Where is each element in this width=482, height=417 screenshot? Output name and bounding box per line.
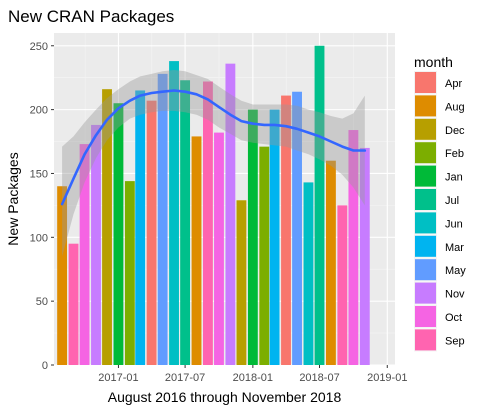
legend-label: Oct: [445, 312, 462, 324]
x-axis-label: August 2016 through November 2018: [108, 389, 342, 405]
legend-key-sep: [415, 329, 436, 351]
bar-dec: [102, 89, 112, 365]
y-tick-label: 250: [30, 41, 48, 53]
smooth-layer: [60, 70, 367, 257]
bar-apr: [281, 95, 291, 366]
legend: month Apr Aug Dec Feb Jan Jul Jun Mar May Nov Oct S…: [414, 54, 466, 352]
y-axis-label: New Packages: [5, 152, 21, 245]
bar-jan: [247, 109, 258, 365]
bar-feb: [124, 181, 135, 365]
legend-key-nov: [415, 282, 436, 304]
legend-key-dec: [415, 118, 436, 140]
bar-oct: [348, 130, 359, 365]
y-tick-label: 0: [42, 360, 48, 372]
legend-label: Sep: [445, 335, 465, 347]
bar-oct: [79, 144, 90, 365]
x-tick-label: 2018-07: [299, 372, 339, 384]
bar-jul: [180, 80, 191, 365]
chart-title: New CRAN Packages: [8, 7, 174, 26]
legend-key-jun: [415, 212, 436, 234]
bar-aug: [191, 136, 202, 365]
x-tick-label: 2017-01: [98, 372, 138, 384]
x-axis: 2017-01 2017-07 2018-01 2018-07 2019-01: [98, 365, 407, 384]
bar-sep: [203, 81, 213, 366]
legend-label: Dec: [445, 125, 465, 137]
bar-mar: [135, 90, 146, 365]
bar-feb: [259, 146, 270, 365]
legend-key-jan: [415, 165, 436, 187]
bar-oct: [214, 132, 224, 365]
legend-key-oct: [415, 306, 436, 327]
legend-label: Mar: [445, 242, 464, 254]
legend-label: May: [445, 265, 466, 277]
legend-key-may: [415, 259, 436, 281]
x-tick-label: 2019-01: [367, 372, 407, 384]
legend-key-jul: [415, 189, 436, 210]
y-tick-label: 50: [36, 296, 48, 308]
legend-key-feb: [415, 142, 436, 164]
bar-jul: [314, 45, 325, 366]
y-tick-label: 100: [30, 232, 48, 244]
bar-nov: [359, 147, 370, 365]
bar-jan: [113, 103, 124, 365]
legend-key-aug: [415, 95, 436, 117]
x-tick-label: 2017-07: [165, 372, 205, 384]
legend-label: Nov: [445, 289, 465, 301]
legend-label: Aug: [445, 101, 465, 113]
bar-mar: [269, 109, 280, 365]
bar-sep: [337, 205, 348, 365]
bar-apr: [146, 100, 157, 365]
bar-dec: [236, 200, 247, 365]
legend-label: Jun: [445, 218, 463, 230]
y-tick-label: 200: [30, 105, 48, 117]
smooth-line: [60, 89, 367, 206]
x-tick-label: 2018-01: [233, 372, 273, 384]
bar-series: [57, 45, 370, 366]
legend-items: Apr Aug Dec Feb Jan Jul Jun Mar May Nov Oct Sep: [414, 71, 466, 352]
bar-may: [157, 73, 168, 365]
legend-label: Jan: [445, 172, 463, 184]
legend-title: month: [414, 54, 453, 70]
legend-label: Feb: [445, 148, 464, 160]
y-tick-label: 150: [30, 168, 48, 180]
bar-jun: [303, 182, 314, 365]
legend-label: Jul: [445, 195, 459, 207]
confidence-band: [62, 70, 365, 257]
bar-aug: [57, 186, 68, 365]
legend-label: Apr: [445, 78, 462, 90]
bar-sep: [68, 243, 79, 365]
bar-nov: [225, 63, 236, 366]
y-axis: 0 50 100 150 200 250: [30, 41, 54, 372]
legend-key-apr: [415, 72, 436, 93]
legend-key-mar: [415, 235, 436, 257]
bar-jun: [169, 61, 179, 365]
bar-may: [292, 91, 302, 365]
bar-nov: [91, 124, 101, 365]
bar-aug: [325, 160, 336, 365]
